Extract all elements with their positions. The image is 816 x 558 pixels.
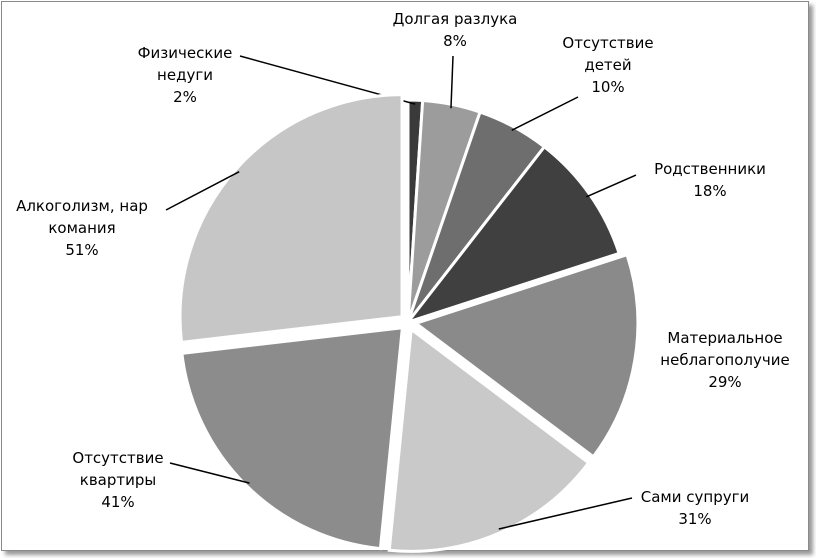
slice-label: Алкоголизм, нар комания 51%	[16, 195, 148, 261]
pie-slice	[178, 93, 404, 344]
value-label: 2%	[173, 88, 197, 106]
pie-slice	[403, 144, 622, 325]
leader-line	[586, 174, 637, 198]
leader-line	[169, 462, 250, 484]
slice-label: Материальное неблагополучие 29%	[660, 327, 789, 393]
category-label: Алкоголизм, нар комания	[16, 197, 148, 237]
slice-label: Сами супруги 31%	[641, 486, 749, 530]
leader-line	[511, 96, 579, 131]
slice-label: Физические недуги 2%	[138, 42, 233, 108]
slice-label: Отсутствие детей 10%	[562, 32, 653, 98]
category-label: Отсутствие квартиры	[72, 449, 164, 489]
value-label: 10%	[591, 78, 625, 96]
slice-label: Родственники 18%	[654, 158, 766, 202]
category-label: Физические недуги	[137, 44, 233, 84]
pie-slice	[180, 325, 405, 551]
slice-label: Долгая разлука 8%	[393, 8, 518, 52]
value-label: 29%	[708, 373, 742, 391]
leader-line	[165, 171, 240, 211]
value-label: 8%	[443, 32, 467, 50]
pie-slice	[412, 252, 640, 459]
slice-label: Отсутствие квартиры 41%	[72, 447, 163, 513]
value-label: 51%	[65, 241, 99, 259]
value-label: 31%	[678, 510, 712, 528]
category-label: Отсутствие детей	[562, 34, 654, 74]
value-label: 18%	[693, 182, 727, 200]
category-label: Материальное неблагополучие	[660, 329, 790, 369]
category-label: Родственники	[654, 160, 766, 178]
category-label: Сами супруги	[640, 488, 750, 506]
category-label: Долгая разлука	[392, 10, 518, 28]
leader-line	[450, 55, 454, 109]
value-label: 41%	[101, 493, 135, 511]
pie-slice	[387, 326, 591, 553]
leader-line	[498, 497, 633, 530]
